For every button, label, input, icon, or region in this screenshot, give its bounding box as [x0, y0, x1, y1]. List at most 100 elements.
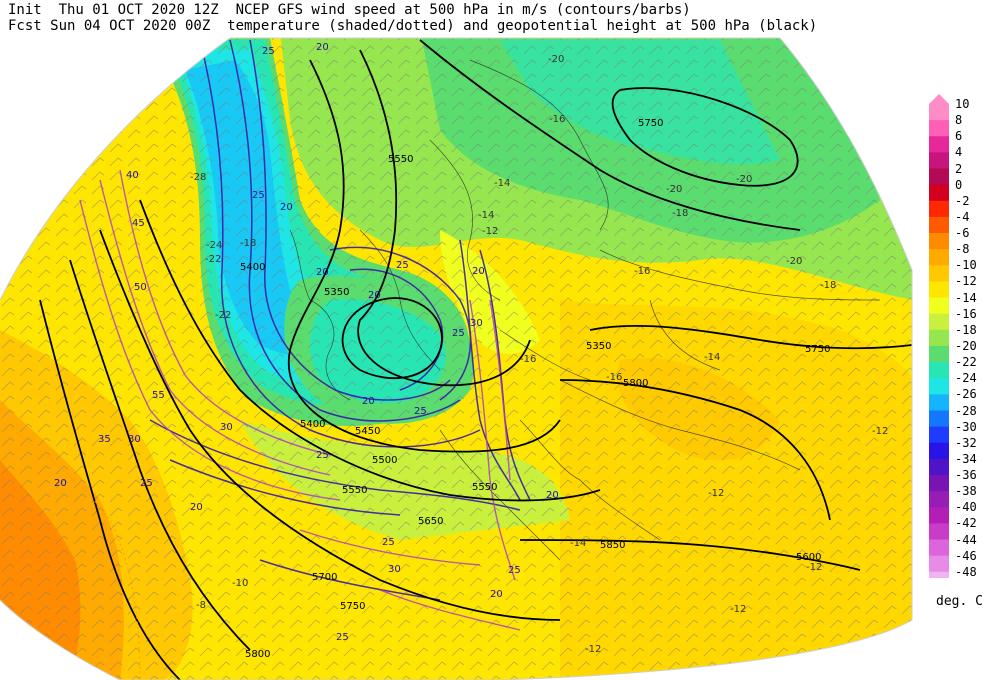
- wind-label: 30: [388, 564, 401, 575]
- colorbar-swatch: [929, 313, 949, 331]
- colorbar-level-label: 4: [955, 145, 963, 160]
- wind-label: 30: [128, 434, 141, 445]
- colorbar-swatch: [929, 426, 949, 444]
- temp-label: -24: [206, 240, 222, 251]
- colorbar-level-label: -32: [955, 435, 977, 450]
- colorbar-level-label: -38: [955, 484, 977, 499]
- wind-label: 55: [152, 390, 165, 401]
- wind-label: 20: [472, 266, 485, 277]
- temp-label: -20: [666, 184, 682, 195]
- colorbar-swatch: [929, 168, 949, 186]
- colorbar-level-label: -26: [955, 387, 977, 402]
- colorbar-swatch: [929, 345, 949, 363]
- wind-label: 35: [98, 434, 111, 445]
- colorbar-level-label: -8: [955, 242, 970, 257]
- colorbar-level-label: -48: [955, 564, 977, 579]
- colorbar-swatch: [929, 184, 949, 202]
- colorbar-swatch: [929, 539, 949, 557]
- height-label: 5850: [600, 540, 625, 551]
- temp-label: -8: [196, 600, 206, 611]
- temp-label: -12: [708, 488, 724, 499]
- colorbar-swatch: [929, 362, 949, 379]
- colorbar-level-label: 8: [955, 113, 963, 128]
- temp-label: -18: [240, 238, 256, 249]
- colorbar-swatch: [929, 329, 949, 347]
- colorbar-swatch: [929, 507, 949, 524]
- colorbar-swatch: [929, 442, 949, 460]
- colorbar-level-label: -28: [955, 403, 977, 418]
- wind-label: 25: [452, 328, 465, 339]
- height-label: 5700: [312, 572, 337, 583]
- wind-label: 40: [126, 170, 139, 181]
- wind-label: 20: [362, 396, 375, 407]
- temp-label: -20: [786, 256, 802, 267]
- wind-label: 20: [316, 42, 329, 53]
- temp-label: -14: [570, 538, 586, 549]
- temp-label: -12: [482, 226, 498, 237]
- colorbar-level-label: -20: [955, 338, 977, 353]
- height-label: 5500: [372, 455, 397, 466]
- height-label: 5450: [355, 426, 380, 437]
- wind-label: 20: [280, 202, 293, 213]
- temp-label: -20: [548, 54, 564, 65]
- wind-label: 30: [470, 318, 483, 329]
- wind-label: 20: [54, 478, 67, 489]
- colorbar-cap: [929, 94, 949, 104]
- wind-label: 20: [368, 290, 381, 301]
- header-line-2: Fcst Sun 04 OCT 2020 00Z temperature (sh…: [8, 18, 818, 34]
- height-label: 5550: [472, 482, 497, 493]
- colorbar-swatch: [929, 233, 949, 250]
- height-label: 5400: [300, 419, 325, 430]
- wind-label: 20: [316, 267, 329, 278]
- temp-label: -18: [820, 280, 836, 291]
- wind-label: 25: [316, 450, 329, 461]
- colorbar-swatch: [929, 200, 949, 218]
- colorbar-level-label: 2: [955, 161, 963, 176]
- height-label: 5800: [623, 378, 648, 389]
- height-label: 5650: [418, 516, 443, 527]
- wind-label: 25: [252, 190, 265, 201]
- colorbar-level-label: 0: [955, 177, 963, 192]
- wind-label: 25: [414, 406, 427, 417]
- height-label: 5350: [324, 287, 349, 298]
- temp-label: -16: [520, 354, 536, 365]
- wind-label: 25: [336, 632, 349, 643]
- colorbar-swatch: [929, 378, 949, 395]
- height-label: 5350: [586, 341, 611, 352]
- colorbar-level-label: -16: [955, 306, 977, 321]
- wind-label: 20: [546, 490, 559, 501]
- wind-label: 45: [132, 218, 145, 229]
- header-line-1: Init Thu 01 OCT 2020 12Z NCEP GFS wind s…: [8, 2, 691, 18]
- colorbar-level-label: -24: [955, 371, 977, 386]
- wind-label: 50: [134, 282, 147, 293]
- colorbar-level-label: -46: [955, 548, 977, 563]
- wind-label: 20: [490, 589, 503, 600]
- wind-label: 25: [508, 565, 521, 576]
- colorbar-swatch: [929, 491, 949, 508]
- temp-label: -12: [806, 562, 822, 573]
- colorbar-level-label: -14: [955, 290, 977, 305]
- temp-label: -18: [672, 208, 688, 219]
- colorbar-units: deg. C: [936, 594, 983, 609]
- colorbar-level-label: -10: [955, 258, 977, 273]
- colorbar-level-label: -12: [955, 274, 977, 289]
- height-label: 5400: [240, 262, 265, 273]
- temp-label: -10: [232, 578, 248, 589]
- colorbar-swatch: [929, 555, 949, 573]
- wind-label: 25: [382, 537, 395, 548]
- temp-label: -12: [730, 604, 746, 615]
- colorbar-swatch: [929, 394, 949, 411]
- colorbar-level-label: 10: [955, 97, 970, 111]
- temp-label: -16: [634, 266, 650, 277]
- colorbar-swatch: [929, 216, 949, 234]
- colorbar-level-label: -40: [955, 500, 977, 515]
- colorbar-swatch: [929, 523, 949, 541]
- colorbar-swatch: [929, 474, 949, 492]
- temp-label: -28: [190, 172, 206, 183]
- wind-label: 25: [396, 260, 409, 271]
- colorbar-level-label: -2: [955, 193, 970, 208]
- temp-label: -14: [478, 210, 494, 221]
- temp-label: -14: [704, 352, 720, 363]
- height-label: 5750: [805, 344, 830, 355]
- colorbar-swatch: [929, 571, 949, 578]
